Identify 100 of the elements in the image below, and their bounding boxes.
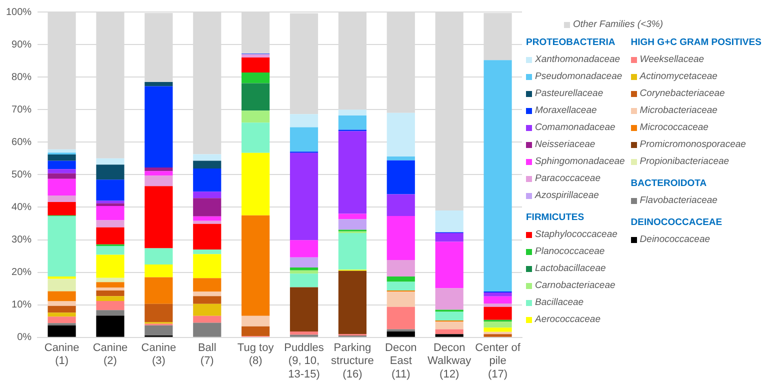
- bar: [386, 260, 415, 277]
- legend-label: Flavobacteriaceae: [640, 195, 718, 206]
- bar: [386, 292, 415, 307]
- bar: [96, 164, 124, 180]
- bar: [48, 160, 76, 170]
- text: FIRMICUTES: [526, 211, 586, 225]
- bar: [290, 114, 318, 128]
- legend-label: Azospirillaceae: [535, 190, 599, 201]
- bar: [484, 328, 512, 332]
- x-tick-label: Parking structure (16): [331, 342, 374, 380]
- bar: [144, 264, 173, 278]
- x-tick-label: Canine (3): [141, 342, 176, 368]
- bar: [290, 270, 318, 274]
- bar: [242, 326, 270, 336]
- bar: [193, 250, 222, 254]
- legend-label: Weeksellaceae: [640, 54, 704, 65]
- bar: [48, 178, 76, 196]
- y-tick-label: 60%: [12, 136, 32, 148]
- bar: [48, 173, 76, 179]
- bar: [338, 131, 366, 214]
- legend-label: Lactobacillaceae: [535, 263, 606, 274]
- y-tick-label: 10%: [12, 300, 32, 311]
- x-tick-label: Decon East (11): [384, 342, 417, 380]
- bar: [96, 316, 124, 337]
- bar: [48, 325, 76, 337]
- legend-label: Micrococcaceae: [640, 122, 708, 133]
- bar: [386, 276, 415, 282]
- bar: [193, 316, 222, 323]
- y-tick-label: 70%: [12, 104, 32, 116]
- bar: [96, 246, 124, 255]
- text: DEINOCOCCACEAE: [630, 216, 724, 230]
- bar: [290, 257, 318, 268]
- bar: [435, 288, 464, 310]
- bar: [96, 227, 124, 244]
- bar: [484, 304, 512, 307]
- legend-label: Pseudomonadaceae: [535, 71, 622, 82]
- bar: [242, 110, 270, 123]
- text: HIGH G+C GRAM POSITIVES: [630, 36, 762, 50]
- legend-label: Aerococcaceae: [535, 314, 600, 325]
- bar: [435, 329, 464, 334]
- legend-label: Carnobacteriaceae: [535, 280, 616, 291]
- bar: [435, 232, 464, 242]
- bar: [144, 176, 173, 186]
- x-tick-label: Puddles (9, 10, 13-15): [284, 342, 324, 380]
- legend-label: Pasteurellaceae: [535, 88, 604, 99]
- bar: [386, 156, 415, 160]
- bar: [144, 325, 173, 336]
- bar: [484, 296, 512, 304]
- bar: [242, 72, 270, 84]
- bar: [96, 310, 124, 316]
- bar: [48, 316, 76, 324]
- legend-label: Corynebacteriaceae: [640, 88, 725, 99]
- legend-label: Sphingomonadaceae: [535, 156, 625, 167]
- bar: [193, 254, 222, 278]
- legend-label: Propionibacteriaceae: [640, 156, 730, 167]
- bar: [96, 254, 124, 278]
- bar: [290, 274, 318, 288]
- bar: [338, 115, 366, 130]
- y-tick-label: 0%: [17, 332, 32, 344]
- y-tick-label: 90%: [12, 39, 32, 50]
- bar: [435, 312, 464, 320]
- bar: [290, 332, 318, 335]
- legend-label: Neisseriaceae: [535, 139, 596, 150]
- legend-label: Comamonadaceae: [535, 122, 616, 133]
- bar: [96, 158, 124, 165]
- bar: [338, 110, 366, 116]
- bar: [386, 194, 415, 216]
- bar: [193, 220, 222, 224]
- bar: [242, 58, 270, 73]
- x-tick-label: Ball (7): [198, 342, 216, 368]
- bar: [242, 316, 270, 326]
- bar: [484, 334, 512, 337]
- bar: [96, 288, 124, 291]
- legend-label: Deinococcaceae: [640, 234, 710, 245]
- bar: [96, 180, 124, 201]
- legend-label: Bacillaceae: [535, 297, 584, 308]
- y-tick-label: 100%: [6, 6, 32, 18]
- bar: [193, 168, 222, 192]
- bar: [48, 149, 76, 153]
- bar: [48, 278, 76, 292]
- bar: [435, 242, 464, 288]
- bar: [193, 154, 222, 161]
- bar: [193, 322, 222, 337]
- bar: [193, 224, 222, 250]
- bar: [338, 219, 366, 230]
- bar: [193, 292, 222, 296]
- text: PROTEOBACTERIA: [526, 36, 616, 50]
- bar: [48, 202, 76, 216]
- bar: [96, 220, 124, 228]
- bar: [96, 206, 124, 220]
- legend-label: Planococcaceae: [535, 246, 605, 257]
- bar: [290, 127, 318, 152]
- legend-label: Moraxellaceae: [535, 105, 597, 116]
- bar: [484, 292, 512, 296]
- bar: [242, 215, 270, 316]
- y-tick-label: 30%: [12, 234, 32, 246]
- bar: [48, 154, 76, 161]
- bar: [96, 282, 124, 288]
- bar: [338, 270, 366, 334]
- bar: [144, 186, 173, 248]
